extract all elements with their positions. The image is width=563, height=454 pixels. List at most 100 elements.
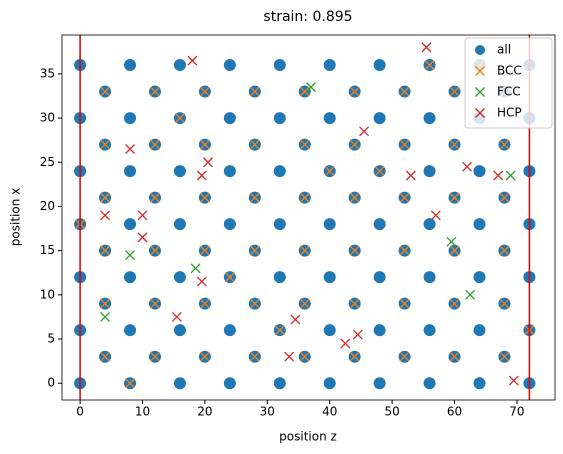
point [449, 351, 460, 362]
point [399, 351, 410, 362]
point [150, 86, 160, 97]
point [424, 60, 435, 71]
legend-marker [475, 66, 485, 76]
point [349, 245, 360, 256]
point [423, 218, 436, 231]
point [306, 82, 316, 93]
y-tick-label: 30 [40, 111, 55, 125]
point [449, 298, 460, 309]
y-tick-label: 35 [40, 66, 55, 80]
point [223, 165, 236, 178]
y-tick-label: 20 [40, 199, 55, 213]
x-tick-label: 20 [197, 405, 212, 419]
point [249, 192, 260, 203]
point [100, 245, 111, 256]
point [174, 113, 185, 124]
point [299, 139, 310, 150]
point [249, 139, 260, 150]
point [449, 86, 460, 97]
y-tick-label: 25 [40, 155, 55, 169]
x-tick-label: 10 [135, 405, 150, 419]
point [421, 42, 432, 53]
point [349, 86, 360, 97]
point [349, 139, 360, 150]
point [473, 218, 486, 231]
point [423, 271, 436, 284]
point [399, 298, 410, 309]
point [349, 351, 360, 362]
point [124, 112, 137, 125]
point [299, 86, 310, 97]
point [173, 218, 186, 231]
point [273, 271, 286, 284]
point [150, 192, 160, 203]
point [171, 311, 182, 322]
point [137, 210, 148, 221]
point [124, 59, 137, 72]
point [405, 170, 416, 181]
point [203, 157, 213, 168]
point [352, 329, 363, 340]
x-tick-label: 0 [76, 405, 84, 419]
point [373, 112, 386, 125]
point [399, 192, 410, 203]
point [493, 170, 504, 181]
legend-marker [475, 45, 485, 55]
point [499, 192, 510, 203]
point [449, 245, 460, 256]
point [473, 165, 486, 178]
legend-label: HCP [497, 106, 522, 120]
point [373, 59, 386, 72]
point [100, 210, 111, 221]
point [273, 165, 286, 178]
point [199, 139, 210, 150]
point [273, 218, 286, 231]
point [349, 192, 360, 203]
point [473, 271, 486, 284]
point [199, 351, 210, 362]
point [449, 192, 460, 203]
point [249, 86, 260, 97]
x-tick-label: 40 [322, 405, 337, 419]
point [299, 298, 310, 309]
point [173, 271, 186, 284]
point [465, 289, 476, 300]
point [349, 298, 360, 309]
point [150, 298, 160, 309]
point [505, 170, 516, 181]
point [199, 245, 210, 256]
point [323, 112, 336, 125]
y-tick-label: 15 [40, 243, 55, 257]
point [373, 324, 386, 337]
point [323, 377, 336, 390]
x-tick-label: 50 [384, 405, 399, 419]
point [462, 161, 472, 172]
point [423, 165, 436, 178]
chart-title: strain: 0.895 [263, 9, 352, 25]
point [199, 86, 210, 97]
point [446, 236, 457, 247]
point [373, 218, 386, 231]
legend-label: all [497, 43, 511, 57]
point [299, 245, 310, 256]
x-tick-label: 30 [260, 405, 275, 419]
point [223, 218, 236, 231]
point [430, 210, 441, 221]
point [323, 59, 336, 72]
point [249, 298, 260, 309]
point [173, 324, 186, 337]
point [499, 298, 510, 309]
plot-frame [61, 34, 556, 401]
point [249, 351, 260, 362]
point [273, 377, 286, 390]
point [100, 192, 111, 203]
x-axis-label: position z [279, 430, 337, 444]
point [399, 139, 410, 150]
point [150, 351, 160, 362]
point [299, 192, 310, 203]
point [284, 351, 295, 362]
x-tick-label: 70 [509, 405, 524, 419]
y-tick-label: 10 [40, 287, 55, 301]
point [173, 59, 186, 72]
